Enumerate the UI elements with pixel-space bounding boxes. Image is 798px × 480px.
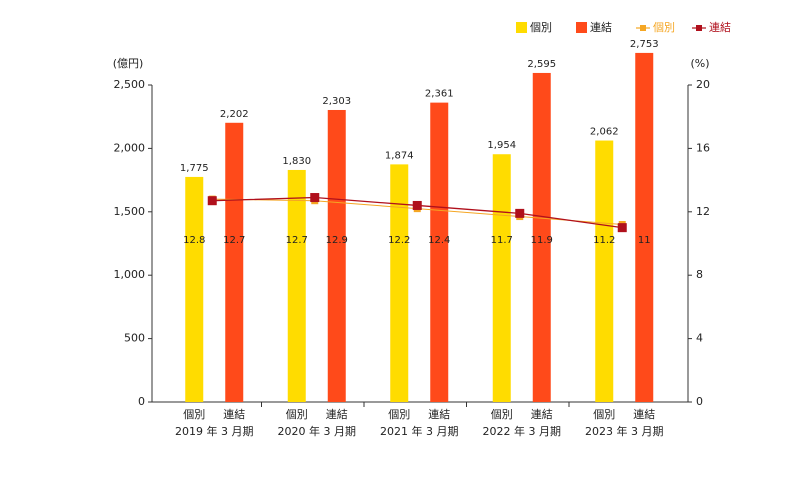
legend-marker [640, 25, 646, 31]
line-marker [310, 193, 320, 203]
bar [532, 72, 551, 402]
legend-label: 連結 [590, 20, 612, 34]
x-tick-label: 2020 年 3 月期 [278, 424, 356, 438]
legend-swatch [516, 22, 527, 33]
line-value-label: 11.2 [593, 235, 615, 246]
bar-value-label: 1,830 [282, 156, 311, 167]
bar [185, 176, 204, 402]
legend-label: 個別 [530, 21, 552, 34]
x-tick-label: 2021 年 3 月期 [380, 424, 458, 438]
bar [287, 169, 306, 402]
x-tick-label: 2022 年 3 月期 [483, 424, 561, 438]
bar [390, 164, 409, 402]
y-axis-label: (億円) [113, 57, 144, 70]
y2-tick-label: 12 [696, 205, 710, 218]
sub-category-label: 個別 [491, 408, 513, 421]
bar-value-label: 2,303 [322, 96, 351, 107]
line-value-label: 11.7 [491, 235, 513, 246]
bar [327, 109, 346, 402]
sub-category-label: 個別 [286, 408, 308, 421]
y2-axis-label: (%) [690, 57, 709, 70]
sub-category-label: 連結 [326, 407, 348, 421]
sub-category-label: 連結 [531, 407, 553, 421]
x-tick-label: 2019 年 3 月期 [175, 424, 253, 438]
bar [492, 154, 511, 402]
y2-tick-label: 16 [696, 141, 710, 154]
bar-value-label: 1,874 [385, 150, 414, 161]
legend-label: 個別 [653, 21, 675, 34]
sub-category-label: 個別 [183, 408, 205, 421]
line-marker [617, 223, 627, 233]
line-value-label: 12.7 [223, 235, 245, 246]
bar-value-label: 2,202 [220, 109, 249, 120]
line-marker [207, 196, 217, 206]
line-value-label: 12.4 [428, 235, 450, 246]
legend-label: 連結 [709, 20, 731, 34]
legend-swatch [576, 22, 587, 33]
sub-category-label: 個別 [388, 408, 410, 421]
legend-marker [696, 25, 702, 31]
bar [225, 122, 244, 402]
bar [430, 102, 449, 403]
bar [595, 140, 614, 403]
sub-category-label: 連結 [223, 407, 245, 421]
sub-category-label: 個別 [593, 408, 615, 421]
y-tick-label: 2,000 [114, 141, 146, 154]
y-tick-label: 1,500 [114, 205, 146, 218]
y-tick-label: 500 [124, 332, 145, 345]
y2-tick-label: 0 [696, 395, 703, 408]
line-value-label: 11.9 [531, 235, 553, 246]
line-value-label: 12.2 [388, 235, 410, 246]
line-value-label: 12.8 [183, 235, 205, 246]
line-marker [515, 208, 525, 218]
line-value-label: 11 [638, 235, 651, 246]
bar-value-label: 2,595 [527, 59, 556, 70]
bar-value-label: 2,062 [590, 127, 619, 138]
bar-value-label: 2,361 [425, 89, 454, 100]
y-tick-label: 1,000 [114, 268, 146, 281]
y2-tick-label: 8 [696, 268, 703, 281]
line-marker [412, 200, 422, 210]
bar-value-label: 1,954 [487, 140, 516, 151]
sub-category-label: 連結 [428, 407, 450, 421]
y-tick-label: 0 [138, 395, 145, 408]
sub-category-label: 連結 [633, 407, 655, 421]
bar [635, 52, 654, 402]
y-tick-label: 2,500 [114, 78, 146, 91]
line-value-label: 12.7 [286, 235, 308, 246]
x-tick-label: 2023 年 3 月期 [585, 424, 663, 438]
y2-tick-label: 4 [696, 332, 703, 345]
bar-value-label: 1,775 [180, 163, 209, 174]
line-value-label: 12.9 [326, 235, 348, 246]
bar-value-label: 2,753 [630, 39, 659, 50]
y2-tick-label: 20 [696, 78, 710, 91]
